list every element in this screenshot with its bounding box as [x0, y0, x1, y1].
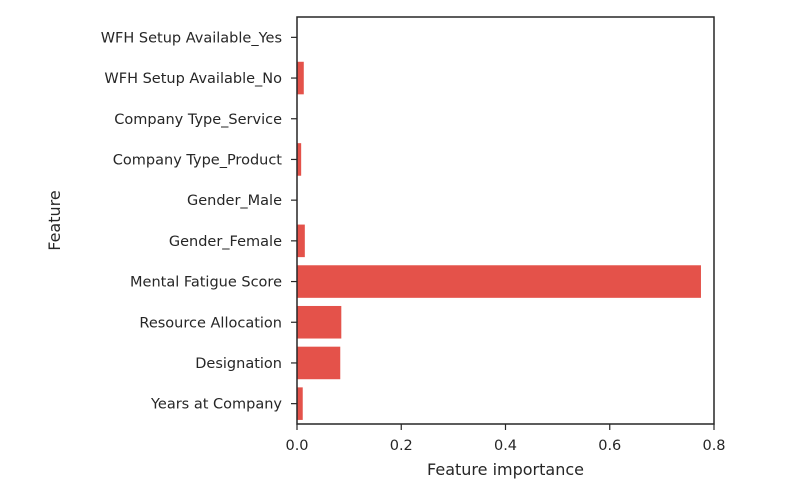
plot-frame	[296, 16, 715, 425]
bar-0	[297, 387, 303, 420]
y-tick-label: Gender_Male	[187, 193, 282, 209]
bars-group	[297, 21, 701, 420]
x-tick-label: 0.0	[285, 438, 308, 454]
y-tick-label: WFH Setup Available_Yes	[101, 30, 282, 46]
y-tick-label: WFH Setup Available_No	[104, 71, 282, 87]
y-tick-label: Designation	[195, 356, 282, 372]
x-tick-label: 0.2	[390, 438, 413, 454]
y-ticks-group: Years at Company Designation Resource Allo…	[101, 30, 297, 413]
bar-2	[297, 305, 342, 339]
x-axis-label: Feature importance	[427, 460, 584, 479]
y-axis-label: Feature	[45, 190, 64, 250]
y-tick-label: Gender_Female	[169, 234, 282, 250]
bar-6	[297, 143, 302, 176]
y-tick-label: Mental Fatigue Score	[130, 275, 282, 291]
x-tick-label: 0.8	[702, 438, 725, 454]
y-tick-label: Company Type_Product	[113, 152, 283, 168]
x-tick-label: 0.6	[598, 438, 621, 454]
x-ticks-group: 0.0 0.2 0.4 0.6 0.8	[285, 424, 726, 454]
bar-8	[297, 61, 304, 95]
y-tick-label: Years at Company	[150, 397, 282, 413]
y-tick-label: Company Type_Service	[114, 112, 282, 128]
bar-1	[297, 346, 341, 380]
x-tick-label: 0.4	[494, 438, 517, 454]
bar-4	[297, 224, 305, 258]
bar-3	[297, 265, 701, 298]
y-tick-label: Resource Allocation	[139, 315, 282, 331]
